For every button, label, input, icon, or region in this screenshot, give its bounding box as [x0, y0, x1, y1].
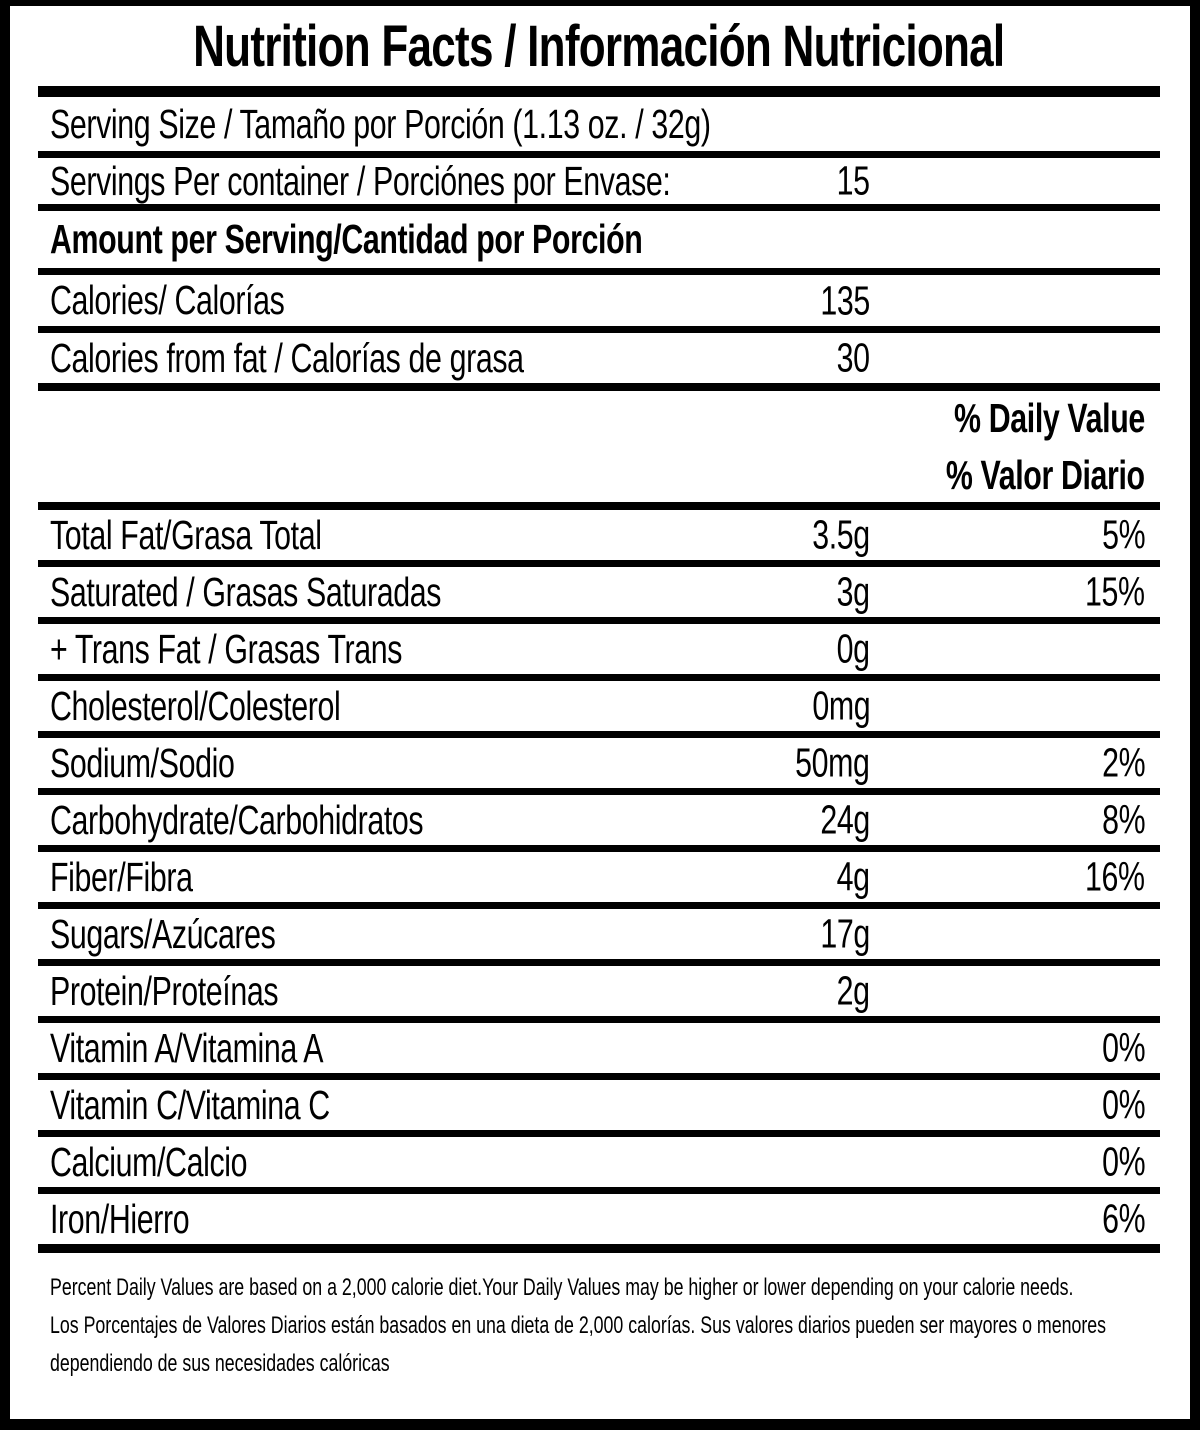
nutrient-row-fiber: Fiber/Fibra 4g 16% [38, 852, 1160, 909]
title-divider-bar [38, 86, 1160, 97]
nutrient-row-vitamin-c: Vitamin C/Vitamina C 0% [38, 1080, 1160, 1137]
nutrient-amount: 0g [836, 625, 870, 672]
daily-value-header: % Daily Value % Valor Diario [38, 391, 1160, 510]
calories-from-fat-value: 30 [836, 334, 870, 381]
nutrient-amount: 3.5g [812, 511, 870, 558]
nutrient-daily-value: 6% [1101, 1195, 1145, 1242]
nutrient-label: Fiber/Fibra [50, 853, 193, 900]
nutrient-row-trans-fat: + Trans Fat / Grasas Trans 0g [38, 624, 1160, 681]
nutrient-label: Carbohydrate/Carbohidratos [50, 796, 424, 843]
nutrient-label: Iron/Hierro [50, 1195, 190, 1242]
nutrient-label: Sodium/Sodio [50, 739, 235, 786]
nutrient-row-carbohydrate: Carbohydrate/Carbohidratos 24g 8% [38, 795, 1160, 852]
nutrient-daily-value: 8% [1101, 796, 1145, 843]
nutrient-label: Sugars/Azúcares [50, 910, 276, 957]
nutrient-row-protein: Protein/Proteínas 2g [38, 966, 1160, 1023]
nutrient-daily-value: 0% [1101, 1024, 1145, 1071]
nutrient-label: Calcium/Calcio [50, 1138, 248, 1185]
footnote-spanish: Los Porcentajes de Valores Diarios están… [50, 1312, 1107, 1377]
calories-label: Calories/ Calorías [50, 277, 285, 323]
title-row: Nutrition Facts / Información Nutriciona… [38, 6, 1160, 86]
nutrient-daily-value: 0% [1101, 1081, 1145, 1128]
nutrient-daily-value: 2% [1101, 739, 1145, 786]
nutrient-row-vitamin-a: Vitamin A/Vitamina A 0% [38, 1023, 1160, 1080]
page-title: Nutrition Facts / Información Nutriciona… [193, 13, 1005, 79]
nutrient-amount: 2g [836, 967, 870, 1014]
nutrient-amount: 50mg [795, 739, 871, 786]
nutrient-label: Protein/Proteínas [50, 967, 279, 1014]
nutrient-amount: 3g [836, 568, 870, 615]
nutrient-label: Total Fat/Grasa Total [50, 511, 322, 558]
nutrient-amount: 24g [820, 796, 870, 843]
serving-size-label: Serving Size / Tamaño por Porción (1.13 … [50, 100, 711, 147]
nutrient-row-sugars: Sugars/Azúcares 17g [38, 909, 1160, 966]
daily-value-header-es: % Valor Diario [946, 451, 1145, 498]
nutrient-amount: 0mg [812, 682, 870, 729]
nutrient-daily-value: 15% [1085, 568, 1145, 615]
footnotes: Percent Daily Values are based on a 2,00… [38, 1253, 1160, 1383]
calories-from-fat-label: Calories from fat / Calorías de grasa [50, 334, 524, 381]
nutrient-daily-value: 16% [1085, 853, 1145, 900]
nutrient-amount: 17g [820, 910, 870, 957]
amount-per-serving-header-label: Amount per Serving/Cantidad por Porción [50, 216, 643, 262]
nutrient-daily-value: 0% [1101, 1138, 1145, 1185]
amount-per-serving-header: Amount per Serving/Cantidad por Porción [38, 211, 1160, 275]
nutrient-daily-value: 5% [1101, 511, 1145, 558]
nutrient-label: + Trans Fat / Grasas Trans [50, 625, 403, 672]
servings-per-container-label: Servings Per container / Porciónes por E… [50, 157, 671, 204]
calories-row: Calories/ Calorías 135 [38, 275, 1160, 333]
servings-per-container-value: 15 [836, 157, 870, 204]
footnote-english: Percent Daily Values are based on a 2,00… [50, 1274, 1074, 1301]
nutrient-row-calcium: Calcium/Calcio 0% [38, 1137, 1160, 1194]
nutrient-row-saturated-fat: Saturated / Grasas Saturadas 3g 15% [38, 567, 1160, 624]
nutrient-label: Saturated / Grasas Saturadas [50, 568, 442, 615]
nutrient-label: Vitamin A/Vitamina A [50, 1024, 324, 1071]
servings-per-container-row: Servings Per container / Porciónes por E… [38, 158, 1160, 211]
daily-value-header-en: % Daily Value [954, 394, 1145, 441]
nutrient-amount: 4g [836, 853, 870, 900]
nutrient-row-sodium: Sodium/Sodio 50mg 2% [38, 738, 1160, 795]
calories-value: 135 [820, 277, 870, 323]
nutrient-row-iron: Iron/Hierro 6% [38, 1194, 1160, 1253]
nutrient-row-cholesterol: Cholesterol/Colesterol 0mg [38, 681, 1160, 738]
nutrient-label: Vitamin C/Vitamina C [50, 1081, 330, 1128]
nutrient-row-total-fat: Total Fat/Grasa Total 3.5g 5% [38, 510, 1160, 567]
nutrient-label: Cholesterol/Colesterol [50, 682, 341, 729]
serving-size-row: Serving Size / Tamaño por Porción (1.13 … [38, 97, 1160, 158]
calories-from-fat-row: Calories from fat / Calorías de grasa 30 [38, 333, 1160, 391]
